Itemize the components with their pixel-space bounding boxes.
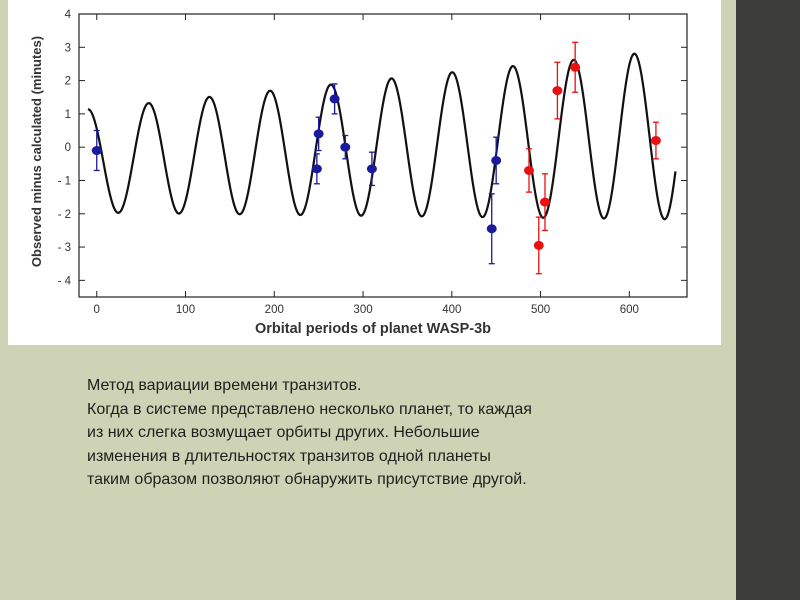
y-tick-label: 2 [65, 76, 71, 88]
caption-line-2: Когда в системе представлено несколько п… [87, 400, 532, 418]
x-tick-label: 600 [620, 304, 639, 316]
y-tick-label: - 2 [58, 209, 71, 221]
y-tick-label: - 3 [58, 242, 71, 254]
y-tick-label: 0 [65, 142, 71, 154]
data-point-blue [329, 94, 340, 104]
data-point-blue [366, 164, 377, 174]
data-point-blue [311, 164, 322, 174]
data-point-blue [313, 129, 324, 139]
y-tick-label: 4 [65, 9, 72, 21]
x-tick-label: 200 [265, 304, 284, 316]
x-axis-label: Orbital periods of planet WASP-3b [255, 321, 491, 337]
chart-panel: 0 100 200 300 400 500 600 - 4 - 3 - 2 - 1 0 1 2 3 4 Orbi… [8, 0, 721, 345]
data-point-red [533, 240, 544, 250]
data-point-blue [340, 142, 351, 152]
x-tick-label: 100 [176, 304, 195, 316]
data-point-blue [491, 155, 502, 165]
x-tick-label: 300 [353, 304, 372, 316]
y-tick-label: - 1 [58, 175, 71, 187]
y-tick-label: - 4 [58, 275, 72, 287]
caption: Метод вариации времени транзитов. Когда … [87, 374, 687, 492]
sidebar-strip [736, 0, 800, 600]
model-curve [87, 52, 677, 221]
caption-line-4: изменения в длительностях транзитов одно… [87, 447, 491, 465]
data-point-red [552, 86, 563, 96]
y-tick-label: 3 [65, 42, 71, 54]
y-tick-label: 1 [65, 109, 71, 121]
caption-line-3: из них слегка возмущает орбиты других. Н… [87, 424, 480, 441]
x-tick-label: 400 [442, 304, 461, 316]
x-tick-label: 0 [94, 304, 100, 316]
data-point-red [524, 165, 535, 175]
plot-frame [78, 13, 688, 298]
data-point-red [650, 136, 661, 146]
caption-line-5: таким образом позволяют обнаружить прису… [87, 471, 527, 488]
ttv-chart: 0 100 200 300 400 500 600 - 4 - 3 - 2 - 1 0 1 2 3 4 Orbi… [29, 9, 688, 337]
data-point-red [570, 62, 581, 72]
x-tick-label: 500 [531, 304, 550, 316]
data-point-blue [486, 224, 497, 234]
data-point-blue [91, 146, 102, 156]
data-point-red [539, 197, 550, 207]
caption-line-1: Метод вариации времени транзитов. [87, 377, 362, 394]
y-axis-label: Observed minus calculated (minutes) [29, 36, 44, 267]
